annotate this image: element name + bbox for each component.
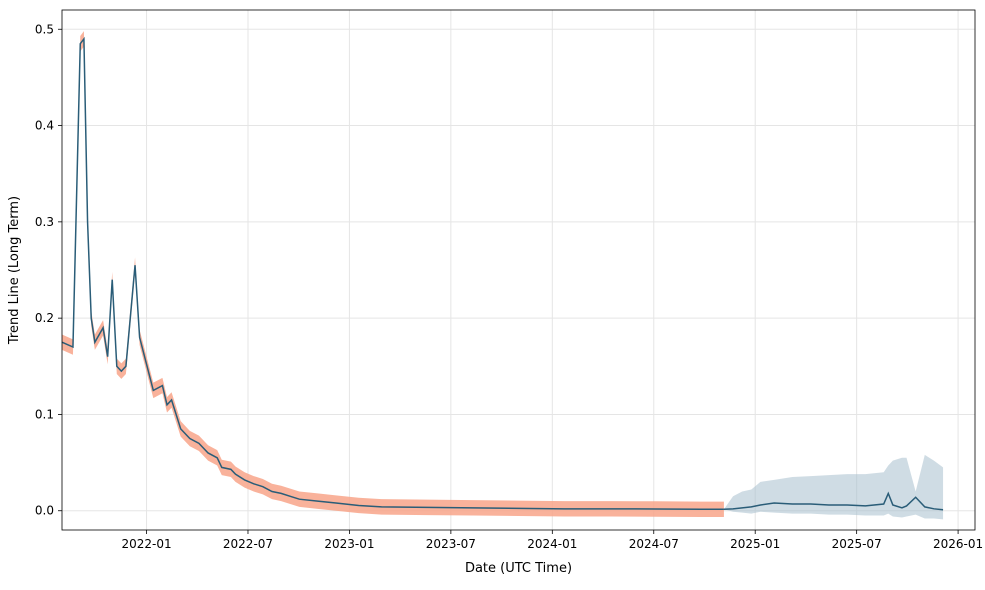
x-tick-label: 2022-07 bbox=[223, 537, 273, 551]
y-tick-label: 0.1 bbox=[35, 407, 54, 421]
y-tick-label: 0.3 bbox=[35, 215, 54, 229]
x-tick-label: 2025-07 bbox=[832, 537, 882, 551]
x-axis-label: Date (UTC Time) bbox=[465, 561, 572, 576]
x-tick-label: 2024-01 bbox=[527, 537, 577, 551]
x-tick-label: 2023-07 bbox=[426, 537, 476, 551]
x-tick-label: 2025-01 bbox=[730, 537, 780, 551]
chart-svg: 2022-01 2022-07 2023-01 2023-07 2024-01 2024-… bbox=[0, 0, 985, 590]
x-tick-label: 2022-01 bbox=[121, 537, 171, 551]
y-tick-label: 0.0 bbox=[35, 504, 54, 518]
x-tick-label: 2024-07 bbox=[629, 537, 679, 551]
y-tick-label: 0.5 bbox=[35, 22, 54, 36]
trend-line-chart: 2022-01 2022-07 2023-01 2023-07 2024-01 2024-… bbox=[0, 0, 985, 590]
y-tick-label: 0.2 bbox=[35, 311, 54, 325]
x-tick-label: 2026-01 bbox=[933, 537, 983, 551]
x-tick-label: 2023-01 bbox=[324, 537, 374, 551]
y-tick-label: 0.4 bbox=[35, 119, 54, 133]
y-axis-label: Trend Line (Long Term) bbox=[7, 196, 22, 345]
